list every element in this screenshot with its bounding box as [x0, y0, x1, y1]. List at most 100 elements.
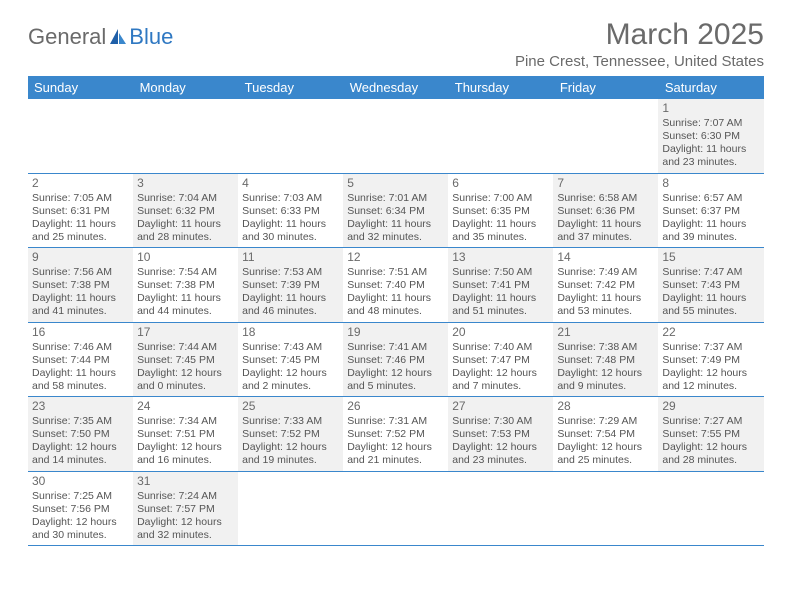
sunrise-text: Sunrise: 7:30 AM: [452, 415, 549, 428]
day-header: Saturday: [658, 76, 763, 99]
sunset-text: Sunset: 6:35 PM: [452, 205, 549, 218]
day-header: Friday: [553, 76, 658, 99]
calendar-cell: 29Sunrise: 7:27 AMSunset: 7:55 PMDayligh…: [658, 397, 763, 472]
sunset-text: Sunset: 7:54 PM: [557, 428, 654, 441]
day-number: 9: [32, 250, 129, 265]
daylight-text: Daylight: 12 hours and 28 minutes.: [662, 441, 759, 467]
calendar-cell: 17Sunrise: 7:44 AMSunset: 7:45 PMDayligh…: [133, 322, 238, 397]
calendar-cell-empty: [343, 471, 448, 546]
logo: General Blue: [28, 24, 173, 50]
calendar-cell: 24Sunrise: 7:34 AMSunset: 7:51 PMDayligh…: [133, 397, 238, 472]
sunset-text: Sunset: 6:33 PM: [242, 205, 339, 218]
calendar-cell: 16Sunrise: 7:46 AMSunset: 7:44 PMDayligh…: [28, 322, 133, 397]
day-number: 11: [242, 250, 339, 265]
day-number: 3: [137, 176, 234, 191]
day-number: 23: [32, 399, 129, 414]
day-number: 25: [242, 399, 339, 414]
sunset-text: Sunset: 7:55 PM: [662, 428, 759, 441]
sunrise-text: Sunrise: 7:38 AM: [557, 341, 654, 354]
day-number: 27: [452, 399, 549, 414]
calendar-cell: 26Sunrise: 7:31 AMSunset: 7:52 PMDayligh…: [343, 397, 448, 472]
calendar-cell: 27Sunrise: 7:30 AMSunset: 7:53 PMDayligh…: [448, 397, 553, 472]
calendar-cell-empty: [238, 471, 343, 546]
day-number: 6: [452, 176, 549, 191]
sunrise-text: Sunrise: 7:29 AM: [557, 415, 654, 428]
sunrise-text: Sunrise: 7:53 AM: [242, 266, 339, 279]
calendar-cell: 7Sunrise: 6:58 AMSunset: 6:36 PMDaylight…: [553, 173, 658, 248]
daylight-text: Daylight: 11 hours and 37 minutes.: [557, 218, 654, 244]
daylight-text: Daylight: 11 hours and 25 minutes.: [32, 218, 129, 244]
day-number: 4: [242, 176, 339, 191]
daylight-text: Daylight: 11 hours and 32 minutes.: [347, 218, 444, 244]
day-number: 13: [452, 250, 549, 265]
sunrise-text: Sunrise: 7:49 AM: [557, 266, 654, 279]
daylight-text: Daylight: 12 hours and 30 minutes.: [32, 516, 129, 542]
calendar-cell: 12Sunrise: 7:51 AMSunset: 7:40 PMDayligh…: [343, 248, 448, 323]
daylight-text: Daylight: 11 hours and 46 minutes.: [242, 292, 339, 318]
sunrise-text: Sunrise: 7:56 AM: [32, 266, 129, 279]
calendar-cell: 5Sunrise: 7:01 AMSunset: 6:34 PMDaylight…: [343, 173, 448, 248]
calendar-row: 16Sunrise: 7:46 AMSunset: 7:44 PMDayligh…: [28, 322, 764, 397]
sunrise-text: Sunrise: 7:46 AM: [32, 341, 129, 354]
day-number: 31: [137, 474, 234, 489]
calendar-cell: 31Sunrise: 7:24 AMSunset: 7:57 PMDayligh…: [133, 471, 238, 546]
calendar-cell: 14Sunrise: 7:49 AMSunset: 7:42 PMDayligh…: [553, 248, 658, 323]
daylight-text: Daylight: 11 hours and 44 minutes.: [137, 292, 234, 318]
daylight-text: Daylight: 11 hours and 39 minutes.: [662, 218, 759, 244]
daylight-text: Daylight: 12 hours and 19 minutes.: [242, 441, 339, 467]
day-number: 20: [452, 325, 549, 340]
sunset-text: Sunset: 6:36 PM: [557, 205, 654, 218]
calendar-row: 9Sunrise: 7:56 AMSunset: 7:38 PMDaylight…: [28, 248, 764, 323]
day-header: Tuesday: [238, 76, 343, 99]
calendar-cell: 3Sunrise: 7:04 AMSunset: 6:32 PMDaylight…: [133, 173, 238, 248]
day-header: Wednesday: [343, 76, 448, 99]
daylight-text: Daylight: 11 hours and 58 minutes.: [32, 367, 129, 393]
sunset-text: Sunset: 7:43 PM: [662, 279, 759, 292]
sunrise-text: Sunrise: 7:54 AM: [137, 266, 234, 279]
day-number: 16: [32, 325, 129, 340]
sunrise-text: Sunrise: 7:51 AM: [347, 266, 444, 279]
sunset-text: Sunset: 7:39 PM: [242, 279, 339, 292]
sunrise-text: Sunrise: 7:43 AM: [242, 341, 339, 354]
sunrise-text: Sunrise: 7:05 AM: [32, 192, 129, 205]
daylight-text: Daylight: 12 hours and 14 minutes.: [32, 441, 129, 467]
daylight-text: Daylight: 11 hours and 53 minutes.: [557, 292, 654, 318]
calendar-cell-empty: [448, 471, 553, 546]
daylight-text: Daylight: 11 hours and 35 minutes.: [452, 218, 549, 244]
sunrise-text: Sunrise: 7:50 AM: [452, 266, 549, 279]
day-number: 14: [557, 250, 654, 265]
sunset-text: Sunset: 7:45 PM: [242, 354, 339, 367]
sunrise-text: Sunrise: 7:00 AM: [452, 192, 549, 205]
sunset-text: Sunset: 6:37 PM: [662, 205, 759, 218]
calendar-cell-empty: [133, 99, 238, 173]
calendar-cell-empty: [553, 471, 658, 546]
sunset-text: Sunset: 7:51 PM: [137, 428, 234, 441]
calendar-cell: 11Sunrise: 7:53 AMSunset: 7:39 PMDayligh…: [238, 248, 343, 323]
sunset-text: Sunset: 6:30 PM: [662, 130, 759, 143]
day-number: 22: [662, 325, 759, 340]
calendar-cell: 20Sunrise: 7:40 AMSunset: 7:47 PMDayligh…: [448, 322, 553, 397]
sunset-text: Sunset: 7:40 PM: [347, 279, 444, 292]
calendar-cell: 28Sunrise: 7:29 AMSunset: 7:54 PMDayligh…: [553, 397, 658, 472]
calendar-cell: 9Sunrise: 7:56 AMSunset: 7:38 PMDaylight…: [28, 248, 133, 323]
calendar-cell: 19Sunrise: 7:41 AMSunset: 7:46 PMDayligh…: [343, 322, 448, 397]
sunset-text: Sunset: 7:52 PM: [347, 428, 444, 441]
day-header: Thursday: [448, 76, 553, 99]
sunset-text: Sunset: 6:34 PM: [347, 205, 444, 218]
calendar-cell-empty: [658, 471, 763, 546]
calendar-cell-empty: [343, 99, 448, 173]
sunrise-text: Sunrise: 7:31 AM: [347, 415, 444, 428]
calendar-row: 30Sunrise: 7:25 AMSunset: 7:56 PMDayligh…: [28, 471, 764, 546]
daylight-text: Daylight: 11 hours and 28 minutes.: [137, 218, 234, 244]
calendar-cell-empty: [553, 99, 658, 173]
sunset-text: Sunset: 6:31 PM: [32, 205, 129, 218]
sunset-text: Sunset: 7:48 PM: [557, 354, 654, 367]
calendar-cell-empty: [448, 99, 553, 173]
sunset-text: Sunset: 7:46 PM: [347, 354, 444, 367]
daylight-text: Daylight: 12 hours and 0 minutes.: [137, 367, 234, 393]
sunrise-text: Sunrise: 7:40 AM: [452, 341, 549, 354]
day-number: 12: [347, 250, 444, 265]
daylight-text: Daylight: 11 hours and 48 minutes.: [347, 292, 444, 318]
calendar-body: 1Sunrise: 7:07 AMSunset: 6:30 PMDaylight…: [28, 99, 764, 546]
page-header: General Blue March 2025 Pine Crest, Tenn…: [28, 18, 764, 70]
